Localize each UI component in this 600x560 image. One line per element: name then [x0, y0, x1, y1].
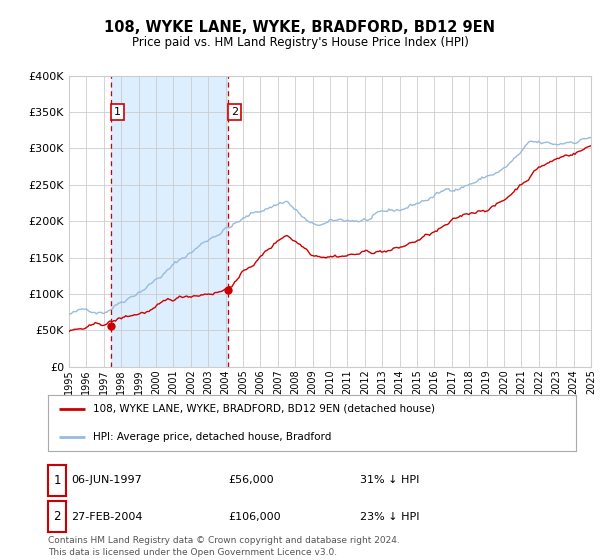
- Text: 1: 1: [114, 107, 121, 117]
- Text: 2: 2: [53, 510, 61, 523]
- Text: 06-JUN-1997: 06-JUN-1997: [71, 475, 142, 485]
- Text: 2: 2: [231, 107, 238, 117]
- Text: 27-FEB-2004: 27-FEB-2004: [71, 512, 142, 521]
- Bar: [112, 76, 229, 367]
- Text: 1: 1: [53, 474, 61, 487]
- Text: £56,000: £56,000: [228, 475, 274, 485]
- Text: 31% ↓ HPI: 31% ↓ HPI: [360, 475, 419, 485]
- Text: HPI: Average price, detached house, Bradford: HPI: Average price, detached house, Brad…: [93, 432, 331, 442]
- Text: 108, WYKE LANE, WYKE, BRADFORD, BD12 9EN (detached house): 108, WYKE LANE, WYKE, BRADFORD, BD12 9EN…: [93, 404, 435, 414]
- Text: 23% ↓ HPI: 23% ↓ HPI: [360, 512, 419, 521]
- Text: Contains HM Land Registry data © Crown copyright and database right 2024.
This d: Contains HM Land Registry data © Crown c…: [48, 536, 400, 557]
- Text: £106,000: £106,000: [228, 512, 281, 521]
- Text: 108, WYKE LANE, WYKE, BRADFORD, BD12 9EN: 108, WYKE LANE, WYKE, BRADFORD, BD12 9EN: [104, 20, 496, 35]
- Text: Price paid vs. HM Land Registry's House Price Index (HPI): Price paid vs. HM Land Registry's House …: [131, 36, 469, 49]
